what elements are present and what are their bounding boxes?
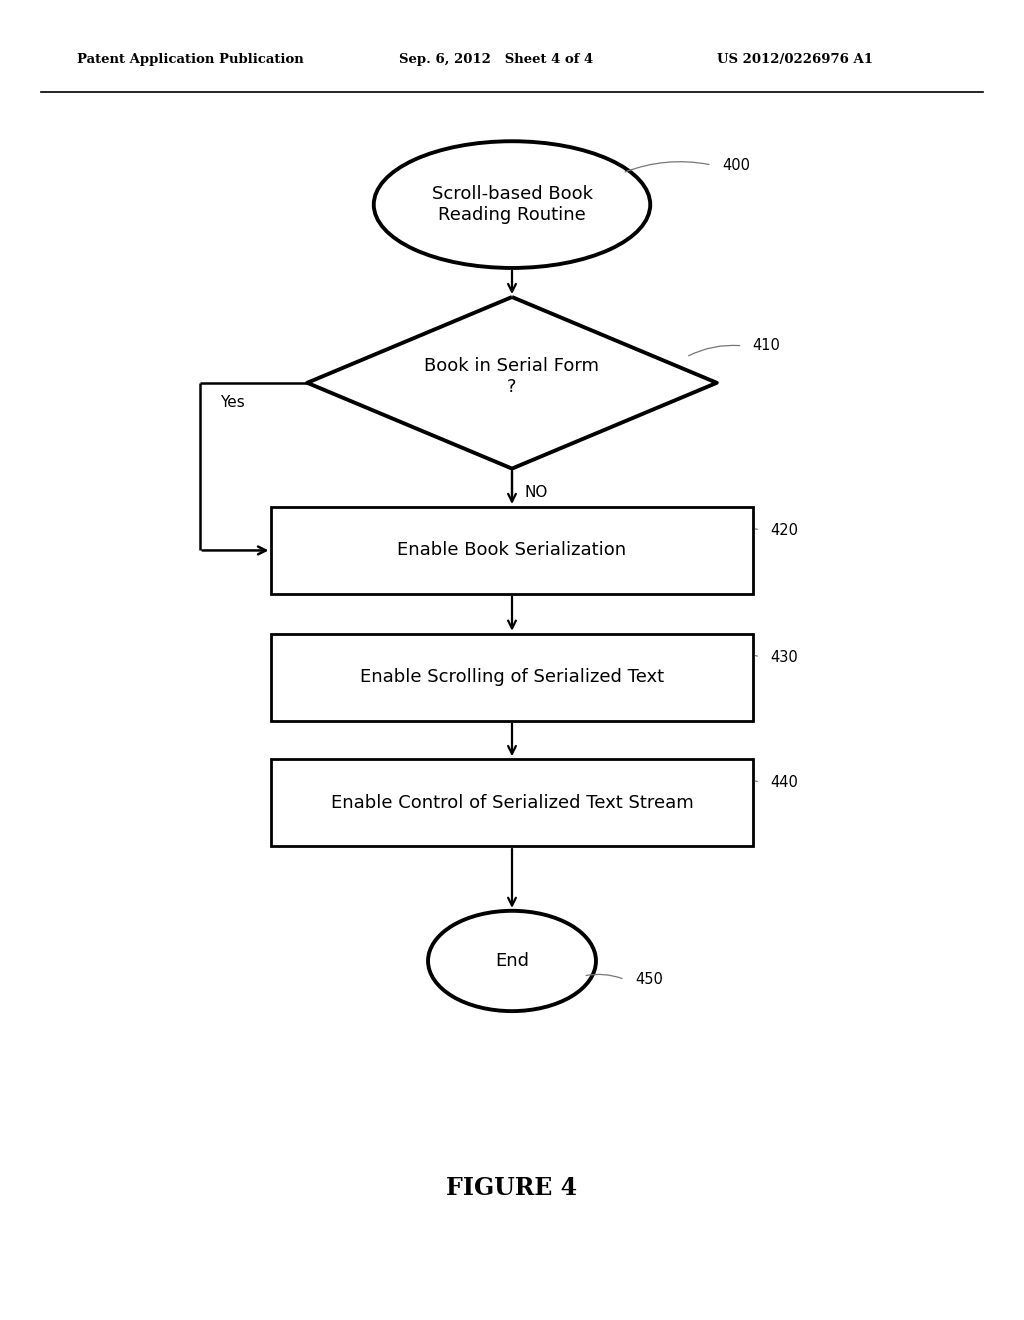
Text: 440: 440: [770, 775, 798, 791]
Text: NO: NO: [524, 484, 548, 500]
Text: End: End: [495, 952, 529, 970]
Text: 410: 410: [753, 338, 780, 354]
Text: 430: 430: [770, 649, 798, 665]
Text: Enable Scrolling of Serialized Text: Enable Scrolling of Serialized Text: [360, 668, 664, 686]
Text: Enable Book Serialization: Enable Book Serialization: [397, 541, 627, 560]
Text: FIGURE 4: FIGURE 4: [446, 1176, 578, 1200]
Text: Enable Control of Serialized Text Stream: Enable Control of Serialized Text Stream: [331, 793, 693, 812]
Text: 420: 420: [770, 523, 798, 539]
Text: Scroll-based Book
Reading Routine: Scroll-based Book Reading Routine: [431, 185, 593, 224]
Text: US 2012/0226976 A1: US 2012/0226976 A1: [717, 53, 872, 66]
Text: Yes: Yes: [220, 395, 245, 411]
Text: 400: 400: [722, 157, 750, 173]
Text: Book in Serial Form
?: Book in Serial Form ?: [425, 356, 599, 396]
Bar: [271, 634, 753, 721]
Text: 450: 450: [635, 972, 663, 987]
Bar: [271, 759, 753, 846]
Bar: [271, 507, 753, 594]
Text: Patent Application Publication: Patent Application Publication: [77, 53, 303, 66]
Text: Sep. 6, 2012   Sheet 4 of 4: Sep. 6, 2012 Sheet 4 of 4: [399, 53, 594, 66]
